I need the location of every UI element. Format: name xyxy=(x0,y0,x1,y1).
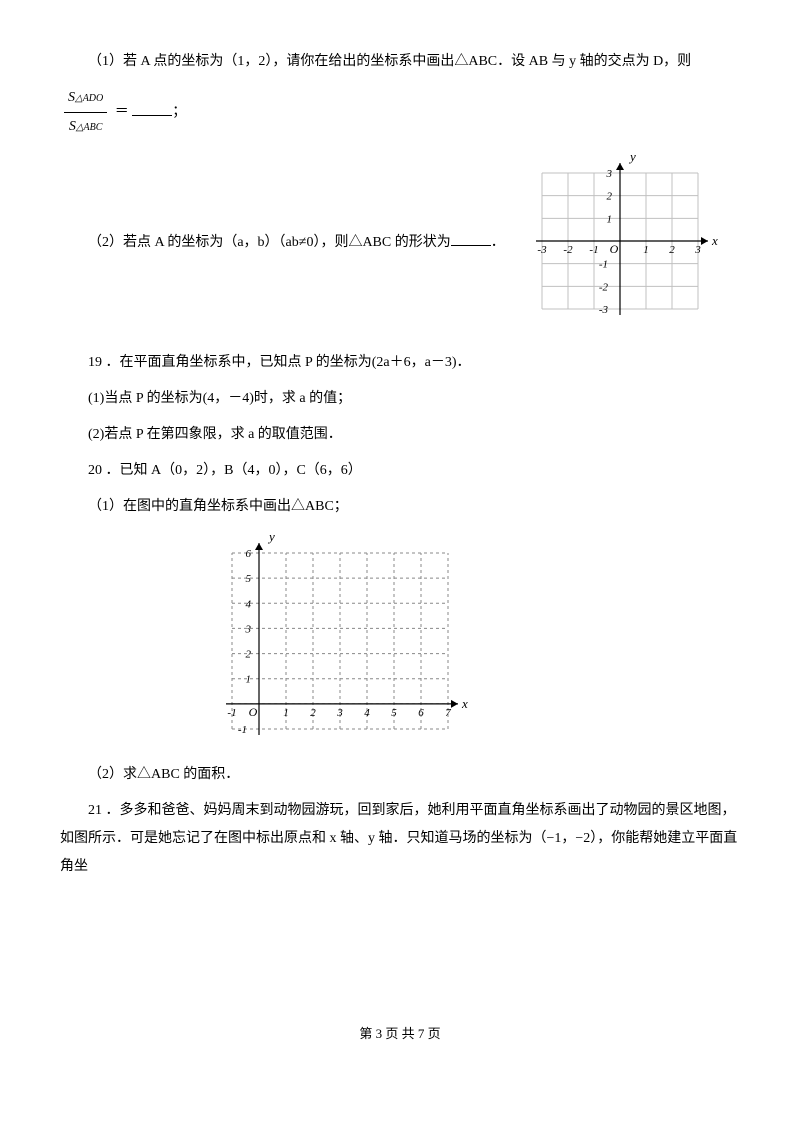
svg-text:-1: -1 xyxy=(589,244,598,256)
answer-blank-2 xyxy=(451,231,491,246)
semicolon: ； xyxy=(172,105,186,120)
svg-text:3: 3 xyxy=(694,244,701,256)
svg-text:x: x xyxy=(461,696,468,711)
svg-text:y: y xyxy=(628,151,636,164)
svg-text:6: 6 xyxy=(246,548,252,560)
q18-part1-text: （1）若 A 点的坐标为（1，2），请你在给出的坐标系中画出△ABC．设 AB … xyxy=(60,48,740,76)
coordinate-grid-1: -3 -2 -1 1 2 3 -3 -2 -1 1 2 3 Ox y xyxy=(520,151,720,331)
svg-text:1: 1 xyxy=(246,674,252,686)
q19-part2: (2)若点 P 在第四象限，求 a 的取值范围． xyxy=(60,421,740,449)
svg-text:y: y xyxy=(267,531,275,544)
svg-text:1: 1 xyxy=(283,707,289,719)
svg-text:5: 5 xyxy=(246,573,252,585)
q19-part1: (1)当点 P 的坐标为(4，－4)时，求 a 的值； xyxy=(60,385,740,413)
svg-text:3: 3 xyxy=(336,707,343,719)
svg-text:6: 6 xyxy=(418,707,424,719)
q20-lead: 20 ．已知 A（0，2），B（4，0），C（6，6） xyxy=(60,457,740,485)
svg-text:O: O xyxy=(610,242,619,256)
coordinate-grid-2: -1 1 2 3 4 5 6 7 -1 1 2 3 4 5 6 Ox y xyxy=(210,531,470,751)
page-footer: 第 3 页 共 7 页 xyxy=(60,1021,740,1047)
q20-part1: （1）在图中的直角坐标系中画出△ABC； xyxy=(60,493,740,521)
svg-text:O: O xyxy=(249,705,258,719)
svg-text:2: 2 xyxy=(310,707,316,719)
svg-text:3: 3 xyxy=(245,623,252,635)
svg-text:3: 3 xyxy=(606,168,613,180)
svg-text:2: 2 xyxy=(669,244,675,256)
fraction-sado-sabc: S△ADO S△ABC xyxy=(64,84,107,141)
q21-text: 21 ．多多和爸爸、妈妈周末到动物园游玩，回到家后，她利用平面直角坐标系画出了动… xyxy=(60,797,740,881)
svg-text:-3: -3 xyxy=(537,244,547,256)
svg-text:2: 2 xyxy=(246,649,252,661)
answer-blank xyxy=(132,101,172,116)
svg-text:4: 4 xyxy=(364,707,370,719)
svg-text:x: x xyxy=(711,233,718,248)
equals-text: ＝ xyxy=(111,105,129,120)
svg-text:-1: -1 xyxy=(238,724,247,736)
svg-text:7: 7 xyxy=(445,707,451,719)
svg-text:-1: -1 xyxy=(599,259,608,271)
svg-text:2: 2 xyxy=(607,191,613,203)
svg-text:-2: -2 xyxy=(599,281,609,293)
svg-text:1: 1 xyxy=(607,213,613,225)
svg-text:5: 5 xyxy=(391,707,397,719)
svg-text:-3: -3 xyxy=(599,304,609,316)
q20-part2: （2）求△ABC 的面积． xyxy=(60,761,740,789)
svg-text:4: 4 xyxy=(246,598,252,610)
svg-text:-2: -2 xyxy=(563,244,573,256)
q19-lead: 19 ．在平面直角坐标系中，已知点 P 的坐标为(2a＋6，a－3)． xyxy=(60,349,740,377)
svg-text:-1: -1 xyxy=(227,707,236,719)
svg-text:1: 1 xyxy=(643,244,649,256)
